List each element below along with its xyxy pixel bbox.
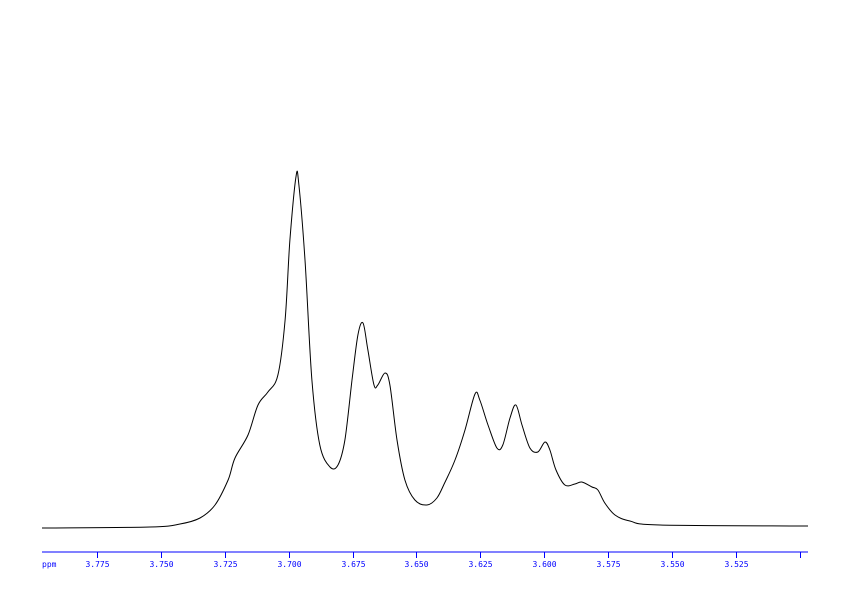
x-tick-label: 3.575 [596,560,620,569]
x-tick-label: 3.650 [404,560,428,569]
x-tick-label: 3.675 [341,560,365,569]
x-tick-label: 3.525 [724,560,748,569]
x-tick-label: 3.600 [532,560,556,569]
x-tick-label: 3.750 [149,560,173,569]
x-axis: ppm 3.775 3.750 3.725 3.700 3.675 3.650 3.625 3… [42,551,808,569]
spectrum-line [41,170,809,529]
x-tick-label: 3.700 [277,560,301,569]
x-tick-label: 3.725 [213,560,237,569]
x-tick-label: 3.775 [85,560,109,569]
x-tick-label: 3.625 [468,560,492,569]
x-tick-label: 3.550 [660,560,684,569]
x-axis-unit-label: ppm [42,560,57,569]
